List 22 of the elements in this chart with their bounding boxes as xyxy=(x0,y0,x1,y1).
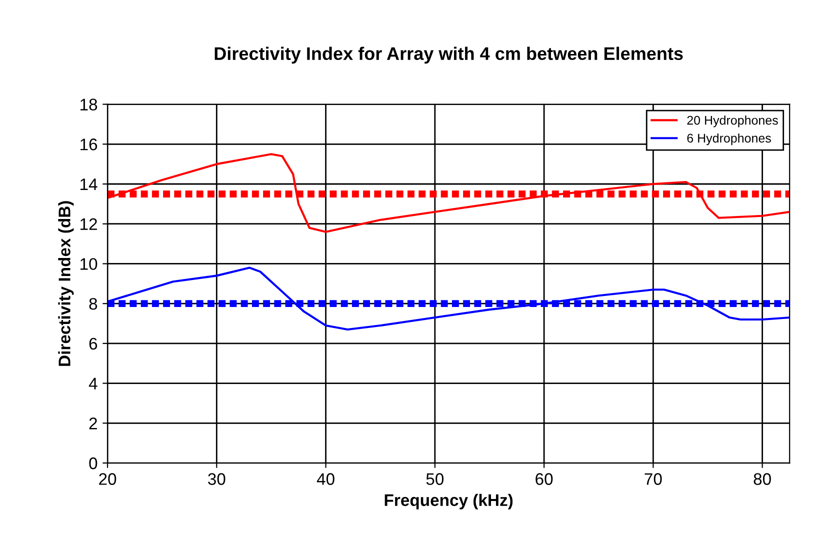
x-tick-label: 40 xyxy=(316,473,334,485)
legend-label: 20 Hydrophones xyxy=(687,116,778,128)
legend-label: 6 Hydrophones xyxy=(687,133,771,146)
x-axis-title: Frequency (kHz) xyxy=(384,494,513,510)
x-tick-label: 50 xyxy=(426,473,444,485)
y-tick-label: 10 xyxy=(80,258,98,270)
x-tick-label: 80 xyxy=(754,473,771,485)
x-tick-label: 20 xyxy=(99,473,116,485)
y-tick-label: 14 xyxy=(80,178,98,190)
y-tick-label: 8 xyxy=(89,298,98,310)
y-tick-label: 2 xyxy=(89,418,97,430)
y-tick-label: 6 xyxy=(89,338,98,350)
y-tick-label: 18 xyxy=(80,98,98,110)
y-tick-label: 4 xyxy=(88,378,98,390)
x-tick-label: 30 xyxy=(208,473,226,485)
y-tick-label: 12 xyxy=(80,218,97,230)
chart-title: Directivity Index for Array with 4 cm between Elements xyxy=(214,46,683,64)
y-axis-title: Directivity Index (dB) xyxy=(58,201,74,366)
y-tick-label: 0 xyxy=(89,457,98,470)
y-tick-label: 16 xyxy=(80,138,98,150)
x-tick-label: 60 xyxy=(536,473,553,485)
x-tick-label: 70 xyxy=(644,473,662,485)
